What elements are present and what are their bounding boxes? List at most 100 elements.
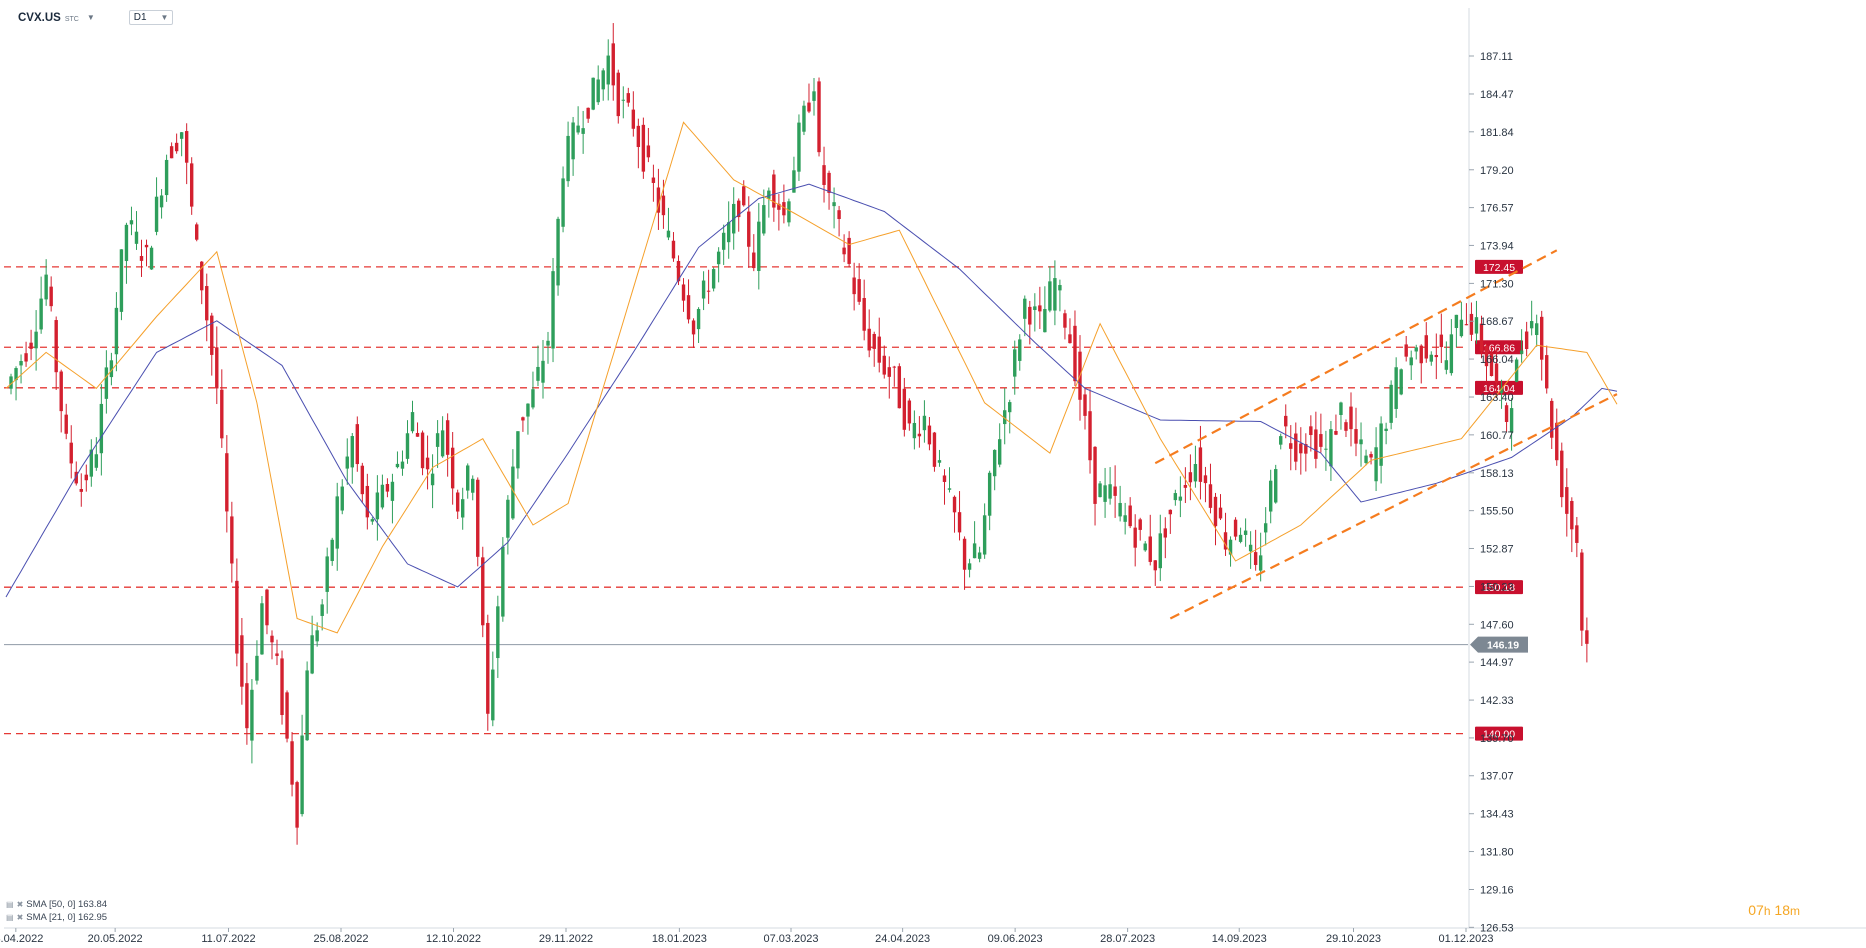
candle-body xyxy=(857,279,861,302)
y-tick-label: 144.97 xyxy=(1480,657,1514,669)
candle-body xyxy=(1263,523,1268,533)
candle-body xyxy=(280,658,284,716)
candle-body xyxy=(225,453,229,512)
candle-body xyxy=(757,221,761,271)
candle-body xyxy=(425,457,430,470)
candle-body xyxy=(752,252,756,269)
time-axis[interactable]: 04.04.2022 20.05.2022 11.07.2022 25.08.2022… xyxy=(0,928,1494,945)
symbol-label[interactable]: CVX.US xyxy=(18,11,61,24)
candle-body xyxy=(907,400,912,424)
indicator-row-sma21[interactable]: ▤ ✖ SMA [21, 0] 162.95 xyxy=(6,911,107,924)
y-tick-label: 168.67 xyxy=(1480,316,1514,328)
candle-body xyxy=(1394,367,1398,409)
level-tag-label: 172.45 xyxy=(1483,262,1515,274)
candle-body xyxy=(1088,411,1092,461)
candle-body xyxy=(1339,402,1343,415)
candle-body xyxy=(275,653,279,656)
candle-body xyxy=(220,389,224,439)
candle-body xyxy=(1570,500,1574,530)
close-icon[interactable]: ✖ xyxy=(16,900,24,909)
candle-body xyxy=(1279,436,1283,445)
candle-body xyxy=(1188,472,1193,483)
x-tick-label: 18.01.2023 xyxy=(652,933,707,945)
candle-body xyxy=(1344,422,1348,431)
candle-body xyxy=(476,479,480,557)
candle-body xyxy=(79,489,83,492)
channel-upper-line[interactable] xyxy=(1154,249,1558,465)
candle-body xyxy=(802,105,806,132)
close-icon[interactable]: ✖ xyxy=(16,913,24,922)
candle-body xyxy=(1529,321,1534,329)
candle-body xyxy=(1274,469,1278,503)
candle-body xyxy=(641,124,646,172)
candle-body xyxy=(942,475,947,482)
candle-body xyxy=(807,102,811,112)
candle-body xyxy=(375,492,380,520)
candle-body xyxy=(1404,344,1408,357)
y-tick-label: 181.84 xyxy=(1480,127,1514,139)
settings-icon[interactable]: ▤ xyxy=(6,900,14,909)
candle-body xyxy=(1073,325,1077,382)
channel-lower-line[interactable] xyxy=(1169,393,1618,620)
chevron-down-icon[interactable]: ▼ xyxy=(86,13,95,22)
candle-body xyxy=(450,447,455,489)
candle-body xyxy=(1329,429,1333,467)
candle-body xyxy=(1429,354,1433,362)
candle-body xyxy=(912,422,917,439)
trend-channel[interactable] xyxy=(1154,249,1618,620)
candle-body xyxy=(1414,347,1418,352)
price-axis[interactable]: 187.11 184.47 181.84 179.20 176.57 173.94 171.… xyxy=(1469,51,1514,934)
candle-body xyxy=(1223,532,1228,550)
candle-body xyxy=(772,174,776,208)
candle-body xyxy=(365,485,370,518)
candle-body xyxy=(967,563,972,570)
indicator-label: SMA [21, 0] 162.95 xyxy=(26,912,108,923)
candle-body xyxy=(1233,519,1238,537)
level-tag[interactable] xyxy=(1475,380,1523,395)
timeframe-select[interactable]: D1 ▼ xyxy=(128,10,174,25)
candle-body xyxy=(1494,363,1499,383)
y-tick-label: 187.11 xyxy=(1480,51,1513,63)
settings-icon[interactable]: ▤ xyxy=(6,913,14,922)
candle-body xyxy=(410,412,415,432)
indicator-row-sma50[interactable]: ▤ ✖ SMA [50, 0] 163.84 xyxy=(6,898,107,911)
y-tick-label: 179.20 xyxy=(1480,165,1514,177)
level-tag[interactable] xyxy=(1475,726,1523,741)
candle-body xyxy=(1173,493,1178,501)
candle-body xyxy=(1504,405,1509,422)
level-tag-label: 164.04 xyxy=(1483,383,1515,395)
candle-body xyxy=(1424,335,1428,359)
candle-body xyxy=(1299,443,1303,454)
candle-body xyxy=(1499,388,1504,393)
candle-body xyxy=(184,131,189,163)
candle-body xyxy=(466,465,470,491)
candle-body xyxy=(19,361,23,366)
x-tick-label: 11.07.2022 xyxy=(201,933,255,945)
candle-body xyxy=(1193,464,1198,482)
candle-body xyxy=(777,203,781,210)
candle-body xyxy=(701,280,706,299)
candle-body xyxy=(716,251,721,265)
candle-body xyxy=(897,366,902,409)
candle-body xyxy=(606,55,610,85)
timer-hours-unit: h xyxy=(1763,904,1771,918)
candle-body xyxy=(782,202,786,216)
level-tag[interactable] xyxy=(1475,580,1523,595)
candle-body xyxy=(1158,533,1162,569)
candle-body xyxy=(1585,630,1589,644)
candle-body xyxy=(94,454,99,468)
candle-body xyxy=(385,483,390,492)
candle-body xyxy=(260,603,264,655)
candle-body xyxy=(822,165,826,185)
candle-body xyxy=(1128,505,1132,527)
candle-body xyxy=(1103,485,1107,502)
candle-body xyxy=(265,589,269,626)
candle-body xyxy=(551,271,555,349)
candle-body xyxy=(1354,429,1358,444)
candle-body xyxy=(64,414,68,434)
candle-body xyxy=(189,163,194,207)
candle-body xyxy=(616,72,620,117)
candle-body xyxy=(270,635,274,643)
level-tag[interactable] xyxy=(1475,259,1523,274)
